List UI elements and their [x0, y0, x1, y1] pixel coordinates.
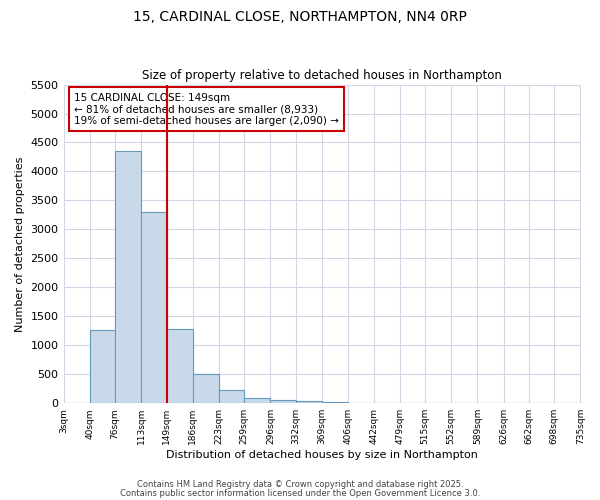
Text: Contains HM Land Registry data © Crown copyright and database right 2025.: Contains HM Land Registry data © Crown c… — [137, 480, 463, 489]
Bar — [322, 402, 348, 403]
Bar — [167, 329, 193, 403]
X-axis label: Distribution of detached houses by size in Northampton: Distribution of detached houses by size … — [166, 450, 478, 460]
Text: 15 CARDINAL CLOSE: 149sqm
← 81% of detached houses are smaller (8,933)
19% of se: 15 CARDINAL CLOSE: 149sqm ← 81% of detac… — [74, 92, 339, 126]
Bar — [271, 400, 296, 403]
Bar — [296, 400, 322, 403]
Bar — [115, 151, 141, 403]
Text: 15, CARDINAL CLOSE, NORTHAMPTON, NN4 0RP: 15, CARDINAL CLOSE, NORTHAMPTON, NN4 0RP — [133, 10, 467, 24]
Bar — [141, 212, 167, 403]
Bar — [219, 390, 244, 403]
Y-axis label: Number of detached properties: Number of detached properties — [15, 156, 25, 332]
Bar — [193, 374, 219, 403]
Bar — [244, 398, 271, 403]
Text: Contains public sector information licensed under the Open Government Licence 3.: Contains public sector information licen… — [120, 489, 480, 498]
Title: Size of property relative to detached houses in Northampton: Size of property relative to detached ho… — [142, 69, 502, 82]
Bar — [89, 330, 115, 403]
